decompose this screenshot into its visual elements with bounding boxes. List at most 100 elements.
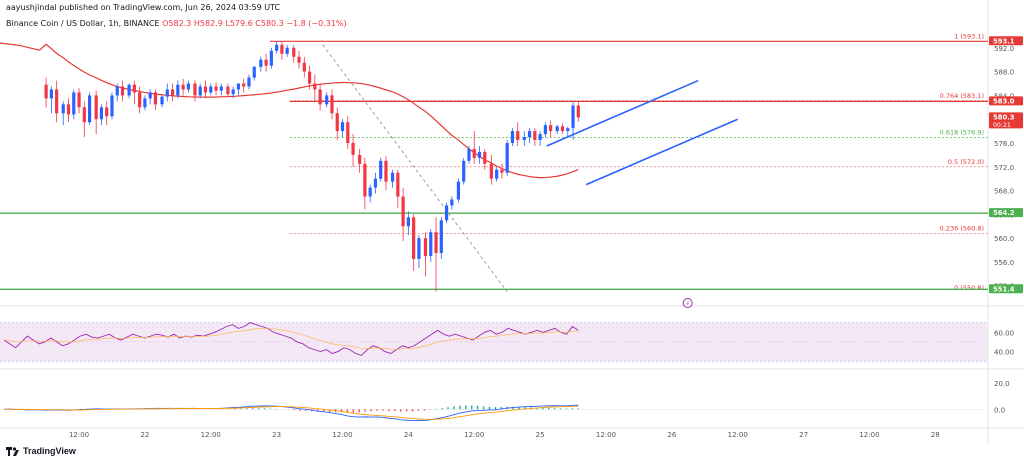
candle-body	[231, 89, 235, 95]
candle-body	[72, 92, 76, 115]
candle-body	[456, 181, 461, 200]
candle-body	[358, 154, 362, 164]
time-tick-label: 12:00	[464, 431, 484, 439]
candle-body	[472, 148, 476, 158]
candle-body	[203, 86, 208, 93]
candle-body	[87, 95, 92, 123]
price-tag-label: 551.4	[993, 285, 1015, 293]
candle-body	[160, 96, 164, 105]
candle-body	[307, 71, 312, 84]
candle-body	[510, 131, 515, 143]
channel-upper-line	[546, 79, 699, 147]
candle-body	[576, 105, 580, 118]
candle-body	[368, 187, 372, 197]
fib-level-label: 0.764 (583.1)	[940, 92, 984, 100]
candle-body	[61, 104, 65, 114]
candle-body	[77, 92, 81, 108]
candle-body	[82, 107, 86, 123]
fib-level-label: 1 (593.1)	[954, 32, 984, 40]
price-tag	[989, 96, 1023, 106]
candle-body	[138, 92, 142, 108]
time-tick-label: 27	[799, 431, 808, 439]
fib-level-label: 0.618 (576.9)	[940, 129, 984, 137]
candle-body	[193, 83, 197, 96]
price-tick-label: 576.0	[994, 140, 1014, 148]
candle-body	[219, 86, 223, 91]
candle-body	[66, 104, 71, 115]
candle-body	[49, 89, 53, 99]
candle-body	[269, 50, 273, 66]
candle-body	[390, 172, 395, 182]
candle-body	[120, 86, 125, 96]
candle-body	[330, 95, 334, 114]
candle-body	[444, 205, 449, 221]
time-tick-label: 12:00	[69, 431, 89, 439]
candle-body	[335, 113, 339, 132]
candle-body	[165, 89, 169, 97]
time-tick-label: 25	[536, 431, 545, 439]
candle-body	[181, 84, 185, 90]
candle-body	[434, 232, 438, 254]
candle-body	[533, 131, 537, 141]
candle-body	[462, 160, 466, 182]
candle-body	[318, 89, 322, 105]
price-tag-label: 580.3	[993, 113, 1015, 121]
candle-body	[44, 84, 48, 99]
ohlc-change: −1.8 (−0.31%)	[286, 19, 347, 28]
candle-body	[115, 86, 119, 96]
rsi-line	[3, 322, 579, 356]
candle-body	[429, 232, 433, 256]
price-tag-label: 583.0	[993, 97, 1015, 105]
candle-body	[363, 163, 367, 197]
candle-body	[516, 131, 520, 141]
price-tick-label: 592.0	[994, 45, 1014, 53]
candle-body	[148, 92, 152, 99]
price-tick-label: 568.0	[994, 188, 1014, 196]
candle-body	[292, 47, 296, 57]
candle-body	[477, 151, 482, 158]
price-tag	[989, 284, 1023, 294]
candle-body	[242, 83, 246, 87]
time-tick-label: 12:00	[728, 431, 748, 439]
time-tick-label: 12:00	[332, 431, 352, 439]
candle-body	[99, 107, 104, 120]
candle-body	[555, 126, 559, 132]
time-tick-label: 26	[667, 431, 676, 439]
footer-brand: TradingView	[23, 446, 76, 456]
candle-body	[143, 98, 147, 108]
symbol-label: Binance Coin / US Dollar, 1h, BINANCE	[6, 19, 160, 28]
candle-body	[412, 217, 416, 259]
price-tag-label: 593.1	[993, 37, 1015, 45]
candle-body	[495, 169, 499, 179]
candle-body	[549, 125, 553, 132]
candle-body	[259, 59, 263, 67]
price-tick-label: 556.0	[994, 259, 1014, 267]
candle-body	[110, 95, 114, 117]
candle-body	[538, 134, 542, 141]
tradingview-logo-icon	[6, 447, 19, 456]
candle-body	[401, 196, 405, 227]
fib-level-label: 0.236 (560.8)	[940, 224, 984, 232]
price-tag-countdown: 00:21	[993, 122, 1011, 129]
candle-body	[340, 122, 345, 132]
time-tick-label: 24	[404, 431, 413, 439]
candle-body	[483, 151, 487, 164]
publish-info: aayushjindal published on TradingView.co…	[6, 3, 281, 12]
candle-body	[302, 62, 306, 72]
candle-body	[396, 172, 400, 197]
candle-body	[247, 77, 251, 87]
candle-body	[373, 178, 378, 188]
candle-body	[176, 84, 180, 96]
ohlc-open: O582.3	[162, 19, 192, 28]
candle-body	[209, 86, 213, 93]
candle-body	[297, 56, 301, 63]
rsi-tick-label: 60.00	[994, 329, 1014, 337]
candle-body	[417, 238, 421, 259]
macd-tick-label: 20.0	[994, 380, 1010, 388]
candle-body	[571, 105, 575, 129]
candle-body	[489, 163, 493, 179]
event-marker-glyph: ⚡	[686, 301, 690, 308]
candle-body	[439, 220, 443, 254]
fib-level-label: 0 (550.8)	[954, 284, 984, 292]
